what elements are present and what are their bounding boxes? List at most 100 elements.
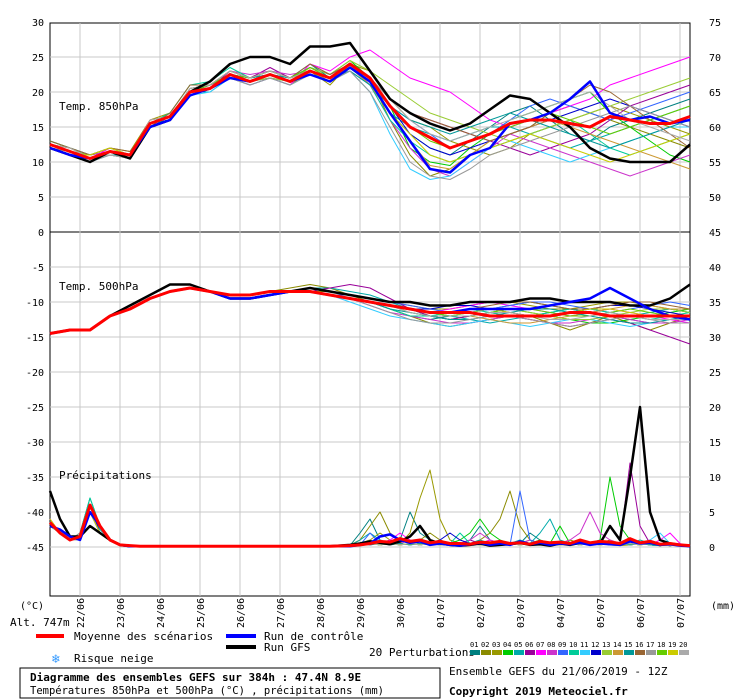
x-date-label: 28/06 [316,598,327,628]
t850-gfs-line [49,41,691,164]
perturbation-swatch [558,650,568,655]
x-date-label: 23/06 [116,598,127,628]
y-tick-right-t850: 70 [709,53,721,64]
footer-ensemble-info: Ensemble GEFS du 21/06/2019 - 12Z [449,665,668,678]
perturbation-swatch [591,650,601,655]
perturbation-number: 06 [525,641,533,649]
t500-perturbation-5-line [49,287,691,334]
tick-labels: 22/06 23/06 24/06 25/06 26/06 27/06 28/06 29/06… [26,18,721,628]
perturbation-swatch [580,650,590,655]
legend-snow-label: Risque neige [74,652,153,665]
left-unit-label: (°C) [20,601,44,612]
y-tick-left-t850: 5 [38,193,44,204]
t850-perturbation-13-line [49,60,691,156]
footer-title-line1: Diagramme des ensembles GEFS sur 384h : … [30,671,361,684]
y-tick-right-precip: 20 [709,403,721,414]
perturbation-swatch [635,650,645,655]
x-date-label: 01/07 [436,598,447,628]
t500-gfs-line [49,283,691,335]
perturbation-number: 07 [536,641,544,649]
y-tick-left-t500: -20 [26,368,44,379]
x-date-label: 07/07 [676,598,687,628]
y-tick-left-t850: 25 [32,53,44,64]
t850-control-line [49,66,691,174]
t500-mean-line [49,286,690,335]
perturbation-number: 09 [558,641,566,649]
y-tick-left-t850: 30 [32,18,44,29]
y-tick-left-t850: 0 [38,228,44,239]
y-tick-right-t500: 40 [709,263,721,274]
t850-mean-line [49,62,691,160]
perturbation-swatch [492,650,502,655]
y-tick-right-t500: 25 [709,368,721,379]
y-tick-right-precip: 15 [709,438,721,449]
perturbation-swatch [613,650,623,655]
perturbation-number: 02 [481,641,489,649]
y-tick-right-precip: 0 [709,543,715,554]
y-tick-left-t500: -10 [26,298,44,309]
perturbation-swatch [470,650,480,655]
perturbation-number: 01 [470,641,478,649]
y-tick-right-t850: 65 [709,88,721,99]
legend-gfs-label: Run GFS [264,641,310,654]
perturbation-number: 18 [657,641,665,649]
y-tick-right-t850: 45 [709,228,721,239]
footer-copyright: Copyright 2019 Meteociel.fr [449,685,628,698]
y-tick-left-t850: 20 [32,88,44,99]
x-date-label: 30/06 [396,598,407,628]
right-unit-label: (mm) [711,601,735,612]
y-tick-left-precip: -35 [26,473,44,484]
perturbation-number: 05 [514,641,522,649]
perturbation-swatch [602,650,612,655]
perturbation-swatch [536,650,546,655]
panel-label-t850: Temp. 850hPa [59,100,138,113]
snow-icon: ❄ [51,652,60,667]
perturbation-number: 03 [492,641,500,649]
perturbation-swatch [646,650,656,655]
y-tick-right-t850: 75 [709,18,721,29]
x-date-label: 25/06 [196,598,207,628]
perturbation-swatch [481,650,491,655]
perturbation-number: 14 [613,641,621,649]
y-tick-left-precip: -25 [26,403,44,414]
altitude-label: Alt. 747m [10,616,70,629]
frame-lower [49,231,691,597]
x-date-label: 27/06 [276,598,287,628]
perturbation-number: 04 [503,641,511,649]
perturbation-number: 13 [602,641,610,649]
perturbation-swatch [503,650,513,655]
x-date-label: 03/07 [516,598,527,628]
y-tick-right-t500: 35 [709,298,721,309]
panel-label-precip: Précipitations [59,469,152,482]
x-date-label: 06/07 [636,598,647,628]
legend-perturbations-label: 20 Perturbations [369,646,475,659]
y-tick-left-t500: -15 [26,333,44,344]
perturbation-number: 16 [635,641,643,649]
footer-title-box [19,667,441,699]
legend-control-label: Run de contrôle [264,630,363,643]
perturbation-number: 15 [624,641,632,649]
x-date-label: 05/07 [596,598,607,628]
y-tick-left-precip: -30 [26,438,44,449]
y-tick-left-precip: -45 [26,543,44,554]
precip-perturbation-1-line [49,497,691,547]
perturbation-swatch [657,650,667,655]
x-date-label: 02/07 [476,598,487,628]
y-tick-left-precip: -40 [26,508,44,519]
perturbation-number: 12 [591,641,599,649]
footer-title-line2: Températures 850hPa et 500hPa (°C) , pré… [30,685,384,697]
y-tick-left-t500: -5 [32,263,44,274]
x-date-label: 29/06 [356,598,367,628]
perturbation-swatch [514,650,524,655]
y-tick-right-t850: 55 [709,158,721,169]
y-tick-right-t500: 30 [709,333,721,344]
y-tick-right-t850: 60 [709,123,721,134]
perturbation-number: 17 [646,641,654,649]
precip-perturbation-10-line [49,497,691,547]
y-tick-right-precip: 10 [709,473,721,484]
y-tick-right-precip: 5 [709,508,715,519]
perturbation-swatch [547,650,557,655]
series-group [48,41,691,548]
y-tick-left-t850: 10 [32,158,44,169]
